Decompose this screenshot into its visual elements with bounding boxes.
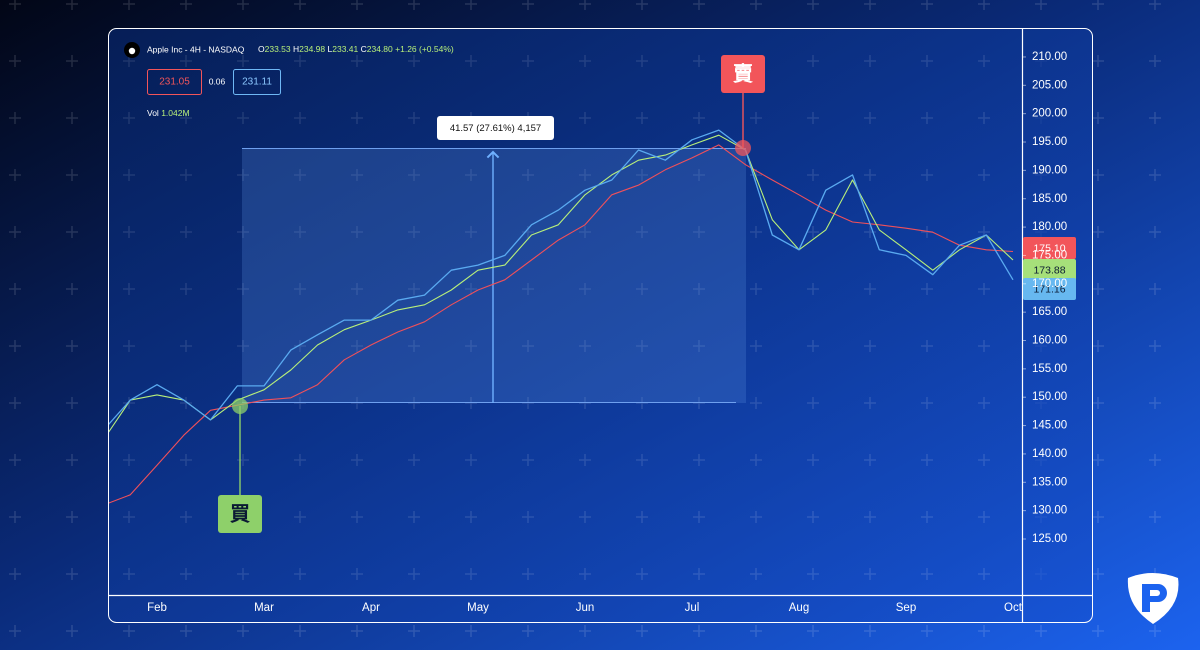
- buy-box: [218, 495, 262, 533]
- y-tick-label: 185.00: [1032, 193, 1067, 205]
- y-tick-label: 200.00: [1032, 108, 1067, 120]
- series-group: [109, 129, 1014, 504]
- measure-label: 41.57 (27.61%) 4,157: [450, 123, 541, 134]
- price-tag: [1023, 237, 1076, 259]
- header-symbol: Apple Inc - 4H - NASDAQ: [147, 44, 245, 54]
- x-tick-label: Jun: [576, 602, 595, 614]
- series-line: [109, 134, 1014, 433]
- y-tick-label: 145.00: [1032, 420, 1067, 432]
- x-tick-label: Jul: [685, 602, 700, 614]
- ohlc-value: 234.80: [367, 44, 393, 54]
- ask-box[interactable]: [233, 69, 281, 95]
- ohlc-key: C: [361, 44, 367, 54]
- buy-label: 買: [230, 502, 250, 525]
- price-tag-label: 175.10: [1033, 242, 1065, 254]
- price-tag: [1023, 259, 1076, 281]
- ohlc-value: 233.41: [332, 44, 358, 54]
- y-tick-label: 170.00: [1032, 278, 1067, 290]
- sell-point: [735, 140, 751, 156]
- sell-label: 賣: [733, 62, 754, 85]
- brand-logo-mark: [1142, 584, 1167, 612]
- header-ohlc: O233.53 H234.98 L233.41 C234.80 +1.26 (+…: [258, 44, 454, 54]
- ohlc-value: 233.53: [265, 44, 291, 54]
- y-tick-label: 160.00: [1032, 335, 1067, 347]
- y-tick-label: 130.00: [1032, 505, 1067, 517]
- measure-label-box: [437, 116, 554, 140]
- y-tick-label: 175.00: [1032, 249, 1067, 261]
- x-tick-label: Apr: [362, 602, 380, 614]
- buy-point: [232, 398, 248, 414]
- y-tick-label: 165.00: [1032, 306, 1067, 318]
- sell-box: [721, 55, 765, 93]
- ohlc-key: O: [258, 44, 265, 54]
- bid-box[interactable]: [147, 69, 202, 95]
- x-tick-label: Sep: [896, 602, 916, 614]
- y-tick-label: 155.00: [1032, 363, 1067, 375]
- apple-logo-mark: [128, 47, 136, 55]
- ohlc-key: L: [328, 44, 333, 54]
- y-tick-label: 195.00: [1032, 136, 1067, 148]
- y-tick-label: 210.00: [1032, 51, 1067, 63]
- volume: Vol 1.042M: [147, 108, 190, 118]
- volume-value: 1.042M: [161, 108, 189, 118]
- price-tag: [1023, 278, 1076, 300]
- series-line: [109, 129, 1014, 425]
- price-tag-label: 173.88: [1033, 264, 1065, 276]
- y-tick-label: 190.00: [1032, 164, 1067, 176]
- measure-area: [242, 148, 746, 403]
- x-tick-label: Feb: [147, 602, 167, 614]
- bid-price: 231.05: [159, 77, 190, 88]
- ohlc-value: 234.98: [299, 44, 325, 54]
- y-tick-label: 150.00: [1032, 391, 1067, 403]
- x-tick-label: Aug: [789, 602, 809, 614]
- volume-key: Vol: [147, 108, 159, 118]
- spread: 0.06: [209, 76, 226, 86]
- x-tick-label: Oct: [1004, 602, 1023, 614]
- price-tag-label: 171.16: [1033, 283, 1065, 295]
- series-line: [109, 144, 1014, 504]
- y-tick-label: 125.00: [1032, 533, 1067, 545]
- y-tick-label: 205.00: [1032, 79, 1067, 91]
- ohlc-key: H: [293, 44, 299, 54]
- ohlc-change: +1.26 (+0.54%): [395, 44, 454, 54]
- y-tick-label: 135.00: [1032, 476, 1067, 488]
- y-tick-label: 180.00: [1032, 221, 1067, 233]
- x-tick-label: May: [467, 602, 489, 614]
- ask-price: 231.11: [242, 77, 272, 88]
- y-tick-label: 140.00: [1032, 448, 1067, 460]
- x-tick-label: Mar: [254, 602, 274, 614]
- price-tags: 175.10 173.88 171.16: [1023, 237, 1076, 300]
